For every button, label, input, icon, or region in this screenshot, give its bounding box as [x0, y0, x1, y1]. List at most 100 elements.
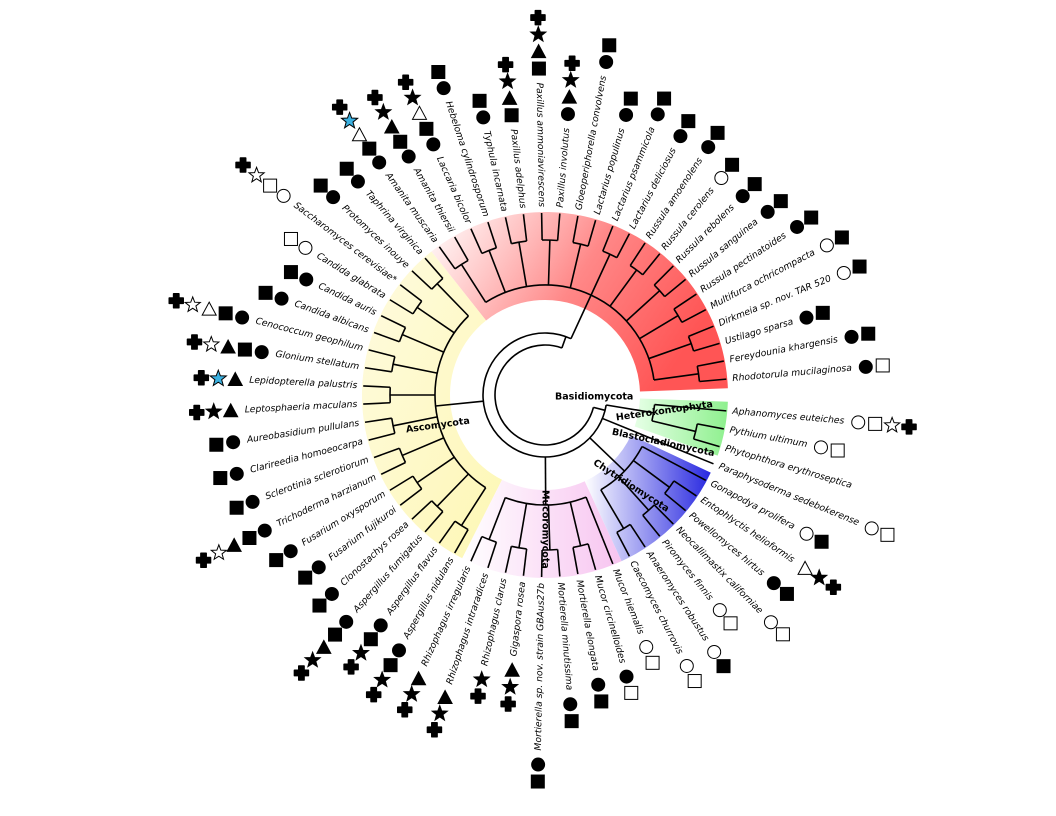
trait-cross: [343, 659, 359, 675]
trait-circle: [563, 697, 578, 712]
trait-square: [313, 178, 328, 193]
branch: [693, 342, 720, 352]
trait-circle: [650, 107, 665, 122]
trait-circle: [257, 523, 272, 538]
taxon-label: Paxillus ammoniavirescens: [534, 82, 547, 207]
trait-square: [868, 416, 883, 431]
trait-circle: [619, 107, 634, 122]
trait-square: [383, 658, 398, 673]
branch: [482, 332, 607, 458]
clade-label: Basidiomycota: [555, 392, 633, 403]
branch: [540, 213, 543, 241]
trait-square: [263, 178, 278, 193]
branch: [416, 456, 455, 484]
branch: [688, 325, 714, 338]
trait-circle: [476, 110, 491, 125]
trait-square: [213, 471, 228, 486]
branch: [518, 242, 528, 287]
trait-triangle: [201, 301, 218, 316]
branch: [654, 403, 700, 410]
trait-cross: [901, 419, 917, 435]
trait-circle: [836, 265, 851, 280]
branch: [399, 284, 423, 302]
branch: [494, 344, 595, 446]
taxon-label: Lepidopterella palustris: [249, 375, 358, 391]
trait-square: [431, 65, 446, 80]
trait-circle: [799, 310, 814, 325]
branch: [688, 452, 714, 465]
branch: [487, 541, 498, 569]
trait-circle: [254, 345, 269, 360]
trait-square: [861, 326, 876, 341]
trait-cross: [397, 701, 413, 718]
branch: [488, 250, 507, 293]
trait-star: [403, 88, 422, 106]
branch: [616, 531, 631, 557]
trait-square: [773, 194, 788, 209]
trait-circle: [673, 129, 688, 144]
trait-circle: [245, 494, 260, 509]
branch: [569, 243, 582, 289]
branch: [602, 538, 614, 565]
taxon-label: Glonium stellatum: [275, 349, 360, 373]
branch: [570, 294, 592, 340]
trait-square: [363, 632, 378, 647]
trait-square: [716, 659, 731, 674]
branch: [522, 214, 528, 242]
trait-star: [498, 72, 517, 90]
trait-circle: [401, 149, 416, 164]
branch: [693, 438, 720, 448]
branch: [625, 290, 661, 322]
branch: [399, 488, 423, 506]
trait-star: [247, 165, 266, 183]
trait-triangle: [504, 662, 521, 677]
branch: [470, 536, 483, 562]
branch: [363, 385, 391, 389]
branch: [616, 233, 631, 259]
branch: [390, 356, 396, 372]
branch: [460, 264, 487, 303]
trait-star: [202, 335, 221, 353]
trait-square: [328, 627, 343, 642]
trait-star: [430, 704, 449, 722]
trait-square: [624, 685, 639, 700]
branch: [488, 497, 507, 540]
branch: [642, 504, 655, 516]
branch: [522, 548, 528, 576]
trait-circle: [373, 618, 388, 633]
trait-square: [362, 141, 377, 156]
trait-square: [531, 61, 546, 76]
branch: [641, 445, 683, 469]
trait-circle: [235, 310, 250, 325]
trait-circle: [760, 204, 775, 219]
clade-wedge: [634, 398, 728, 456]
trait-circle: [819, 238, 834, 253]
trait-square: [834, 230, 849, 245]
trait-circle: [299, 272, 314, 287]
branch: [424, 257, 444, 279]
branch: [438, 520, 456, 544]
trait-triangle: [222, 402, 239, 418]
trait-cross: [497, 56, 514, 73]
branch: [639, 314, 679, 340]
trait-square: [725, 157, 740, 172]
trait-square: [747, 177, 762, 192]
trait-star: [340, 111, 360, 129]
branch: [416, 306, 455, 334]
branch: [389, 299, 414, 315]
taxon-label: Mortierella sp. nov. strain GBAus27b: [533, 583, 547, 751]
branch: [653, 504, 674, 525]
trait-circle: [350, 174, 365, 189]
branch: [653, 372, 699, 381]
branch: [561, 336, 567, 349]
trait-square: [775, 627, 790, 642]
trait-square: [657, 91, 672, 106]
trait-square: [594, 694, 609, 709]
branch: [587, 219, 597, 247]
branch: [687, 336, 695, 352]
branch: [653, 284, 666, 298]
trait-circle: [679, 658, 694, 673]
branch: [593, 406, 606, 412]
trait-cross: [189, 404, 205, 421]
trait-circle: [339, 614, 354, 629]
